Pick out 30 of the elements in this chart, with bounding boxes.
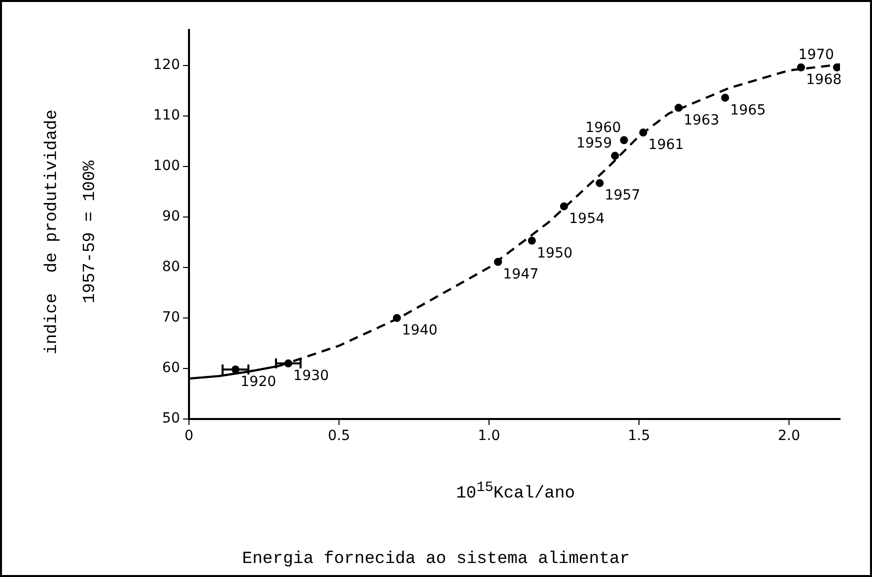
annotation: 1920	[240, 374, 276, 390]
y-tick-label: 70	[162, 310, 180, 326]
annotation: 1963	[684, 112, 720, 128]
annotation: 1965	[730, 102, 766, 118]
x-tick-label: 0	[184, 428, 194, 444]
y-axis-title: indice de produtividade 1957-59 = 100%	[42, 108, 101, 356]
annotation: 1940	[402, 322, 438, 339]
y-tick-label: 90	[162, 208, 180, 225]
annotation: 1947	[503, 266, 539, 283]
annotation: 1968	[806, 72, 842, 88]
x-tick-label: 0.5	[328, 428, 350, 444]
y-tick-label: 100	[153, 158, 180, 174]
x-tick-label: 1.0	[478, 428, 500, 444]
annotation: 1970	[798, 47, 834, 64]
y-tick-label: 60	[162, 360, 180, 376]
x-axis-title: 10$^{15}$Kcal/ano	[454, 480, 576, 504]
annotation: 1930	[293, 368, 329, 384]
x-tick-label: 2.0	[778, 428, 800, 444]
x-tick-label: 1.5	[628, 428, 650, 444]
annotation: 1959	[576, 135, 612, 152]
y-tick-label: 110	[153, 108, 180, 124]
y-tick-label: 120	[153, 57, 180, 74]
y-tick-label: 80	[162, 259, 180, 276]
text: Energia fornecida ao sistema alimentar	[241, 550, 631, 569]
y-tick-label: 50	[162, 410, 180, 427]
annotation: 1961	[648, 137, 684, 154]
annotation: 1954	[569, 210, 605, 227]
annotation: 1957	[604, 188, 640, 204]
annotation: 1960	[585, 120, 621, 136]
annotation: 1950	[536, 245, 573, 262]
